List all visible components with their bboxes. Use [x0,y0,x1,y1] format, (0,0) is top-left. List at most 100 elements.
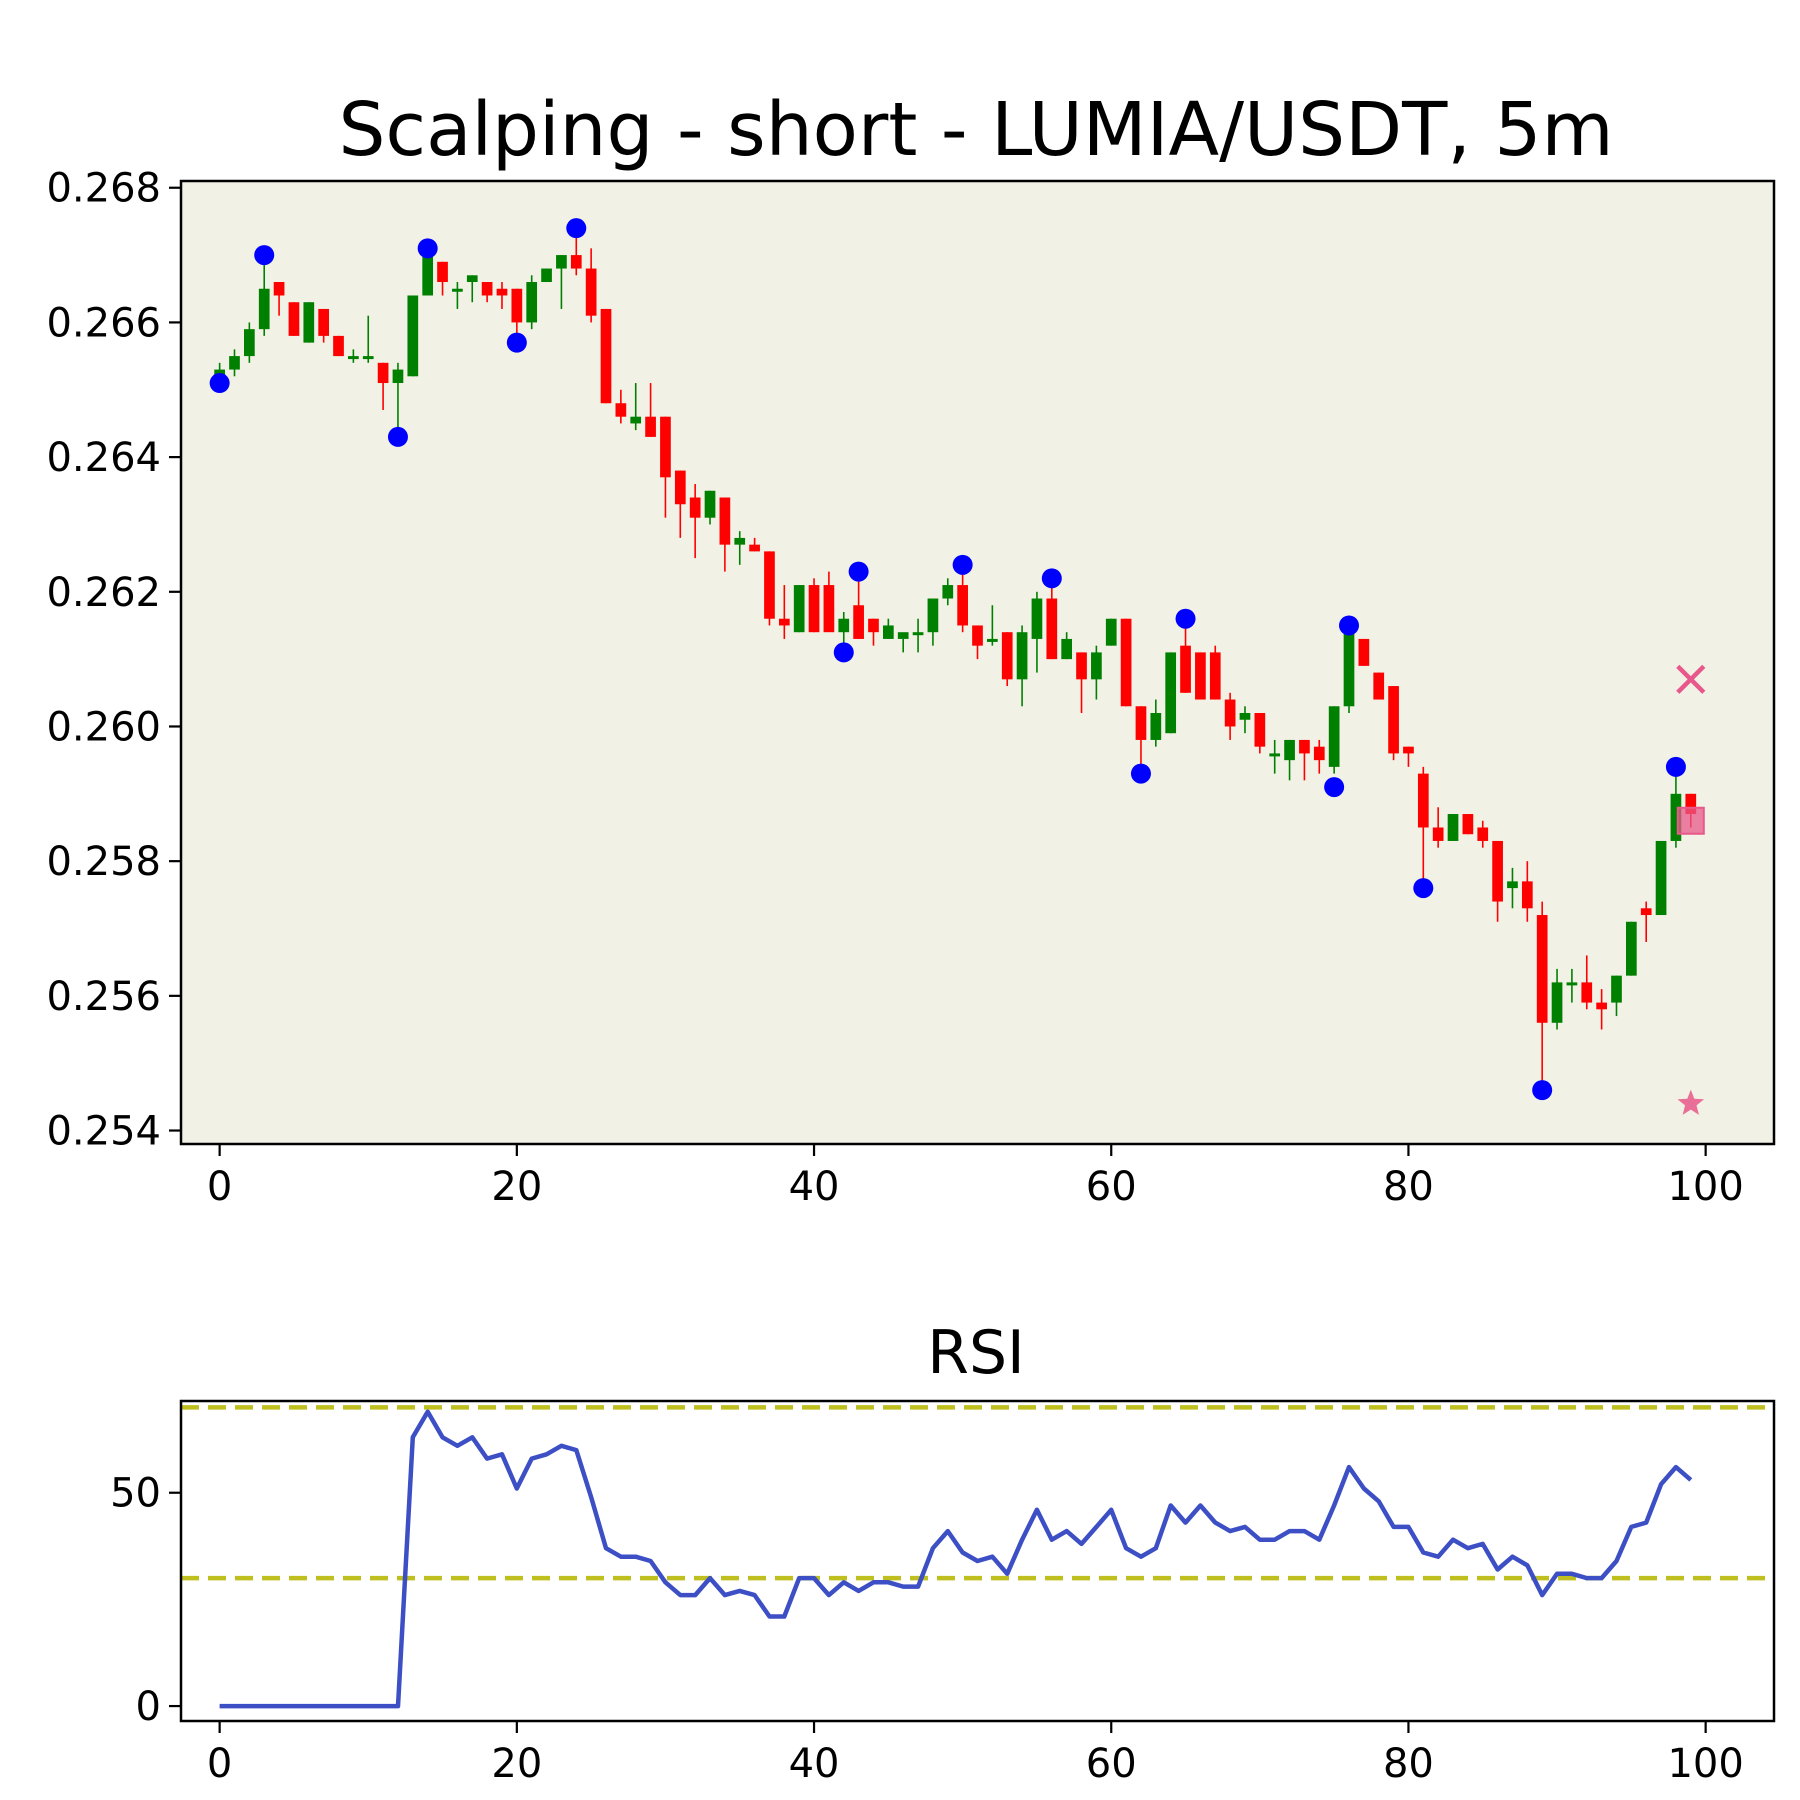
candle-body [570,255,582,269]
candle-body [645,416,656,437]
price-y-tick-label: 0.266 [46,300,161,346]
candle [1447,814,1459,841]
candle-body [1551,982,1563,1023]
candle-body [1536,915,1548,1023]
price-y-tick-label: 0.254 [46,1109,161,1155]
candle-body [1417,773,1429,828]
candle [660,416,671,518]
pivot-point [848,561,869,582]
candle-body [764,551,775,619]
candle [600,308,612,404]
pivot-point [1324,777,1345,798]
entry-marker [1676,806,1705,835]
candle [764,551,775,626]
candle [645,383,656,437]
candle [823,571,835,633]
pivot-point [1413,878,1434,899]
price-y-tick-label: 0.264 [46,435,161,481]
candle-body [942,585,954,599]
candle-body [689,497,701,518]
candle [1046,585,1058,660]
candle [244,322,255,363]
pivot-point [1130,763,1151,784]
candle-body [1343,632,1355,707]
candle-body [882,625,894,639]
candle [466,275,478,303]
candle-body [452,288,463,292]
candle [303,302,315,343]
candle-body [853,605,864,639]
candle [1091,645,1102,700]
price-x-tick-label: 100 [1667,1164,1743,1210]
candle-body [1477,827,1489,841]
candle [1358,638,1370,666]
candle-body [1001,632,1013,680]
candle [1373,672,1385,700]
candle-body [808,585,820,633]
rsi-chart-title: RSI [927,1318,1024,1388]
candle [452,282,463,309]
pivot-point [952,554,973,575]
candle-body [288,302,300,336]
candle [615,389,627,424]
candle [1180,618,1191,693]
candle-body [481,282,493,296]
candle [1150,699,1162,747]
candle [1224,692,1236,740]
candle [1061,632,1073,660]
rsi-x-tick-label: 40 [789,1741,840,1787]
candle [972,625,983,660]
candle [1388,686,1399,761]
candle-body [333,335,344,357]
candle [1640,901,1652,942]
pivot-point [1339,615,1360,636]
candle [1328,706,1340,774]
candle [229,349,240,377]
candle-body [1120,618,1132,707]
candle [1551,968,1563,1030]
candle-body [660,416,671,478]
price-pivots [209,218,1686,1101]
candle [1209,645,1221,700]
price-y-axis: 0.254 0.256 0.258 0.260 0.262 0.264 0.266 0.268 [46,166,181,1155]
candle-body [823,585,835,633]
rsi-x-tick-label: 100 [1667,1741,1743,1787]
candle-body [734,537,746,545]
pivot-point [417,238,438,259]
candle-body [348,356,359,360]
candle [808,578,820,633]
candle [1566,968,1578,1003]
price-x-axis: 0 20 40 60 80 100 [207,1144,1744,1210]
rsi-y-tick-label: 50 [110,1471,161,1517]
candle-body [229,356,240,370]
candle [793,585,805,633]
candle [258,255,270,336]
candle-body [377,362,389,384]
candle-body [1462,814,1474,835]
candle-body [273,282,285,296]
candle-body [1299,739,1310,754]
price-x-tick-label: 40 [789,1164,840,1210]
rsi-threshold-lines [181,1405,1774,1581]
candle-body [1328,706,1340,767]
candle-body [1432,827,1444,841]
candle-body [1180,645,1191,693]
price-x-tick-label: 80 [1383,1164,1434,1210]
candle [1521,861,1533,922]
candle [1239,706,1251,734]
pivot-point [566,218,587,239]
candle [1299,739,1310,781]
candle [1417,766,1429,882]
candle [704,490,716,525]
candle-body [437,261,448,283]
candle [1462,814,1474,835]
candle [1269,739,1281,774]
candle-body [1254,713,1266,747]
candle [778,585,790,639]
candle-body [1611,975,1622,1003]
candle [1343,625,1355,714]
candle [912,618,924,653]
candle-body [793,585,805,633]
candle-body [1105,618,1117,646]
